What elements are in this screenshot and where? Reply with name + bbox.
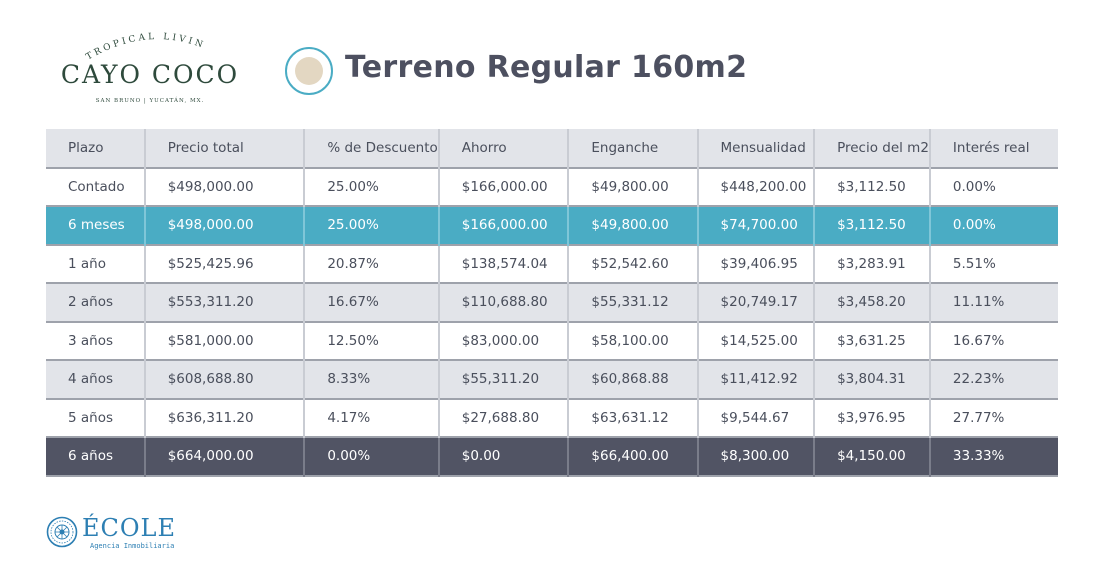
ecole-tagline: Agencia Inmobiliaria — [90, 542, 175, 550]
cell-precio-total: $664,000.00 — [144, 437, 306, 476]
cell-precio-m2: $3,976.95 — [814, 398, 931, 437]
cell-precio-m2: $3,458.20 — [814, 283, 931, 322]
ecole-emblem-icon — [46, 516, 78, 548]
cell-descuento: 8.33% — [304, 360, 440, 399]
cell-descuento: 25.00% — [304, 167, 440, 206]
cell-precio-m2: $3,283.91 — [814, 244, 931, 283]
table-row: Contado $498,000.00 25.00% $166,000.00 $… — [46, 167, 1058, 206]
cell-interes-real: 11.11% — [952, 294, 1005, 311]
page-title: Terreno Regular 160m2 — [345, 50, 748, 85]
cell-descuento: 16.67% — [304, 283, 440, 322]
cell-precio-total: $608,688.80 — [144, 360, 306, 399]
cell-ahorro: $83,000.00 — [438, 321, 570, 360]
cell-ahorro: $0.00 — [438, 437, 570, 476]
cell-mensualidad: $11,412.92 — [697, 360, 816, 399]
cell-precio-total: $553,311.20 — [144, 283, 306, 322]
cell-mensualidad: $448,200.00 — [697, 167, 816, 206]
cell-precio-total: $525,425.96 — [144, 244, 306, 283]
cell-enganche: $49,800.00 — [568, 167, 699, 206]
table-row: 5 años $636,311.20 4.17% $27,688.80 $63,… — [46, 398, 1058, 437]
table-row: 4 años $608,688.80 8.33% $55,311.20 $60,… — [46, 360, 1058, 399]
cell-plazo: 6 años — [46, 437, 146, 476]
ecole-brand: ÉCOLE — [82, 514, 177, 542]
cell-interes-real: 0.00% — [952, 178, 996, 195]
ecole-logo: ÉCOLE Agencia Inmobiliaria — [46, 514, 206, 554]
cell-precio-total: $581,000.00 — [144, 321, 306, 360]
table-row-highlighted: 6 meses $498,000.00 25.00% $166,000.00 $… — [46, 206, 1058, 245]
header-descuento: % de Descuento — [304, 129, 440, 168]
table-row: 1 año $525,425.96 20.87% $138,574.04 $52… — [46, 244, 1058, 283]
header-interes-real: Interés real — [952, 139, 1030, 156]
cell-precio-m2: $3,804.31 — [814, 360, 931, 399]
cell-ahorro: $138,574.04 — [438, 244, 570, 283]
cell-interes-real: 27.77% — [952, 409, 1005, 426]
cell-ahorro: $27,688.80 — [438, 398, 570, 437]
header-ahorro: Ahorro — [438, 129, 570, 168]
cell-precio-total: $498,000.00 — [144, 167, 306, 206]
cell-enganche: $52,542.60 — [568, 244, 699, 283]
header-plazo: Plazo — [46, 129, 146, 168]
logo-arc-text: TROPICAL LIVING — [48, 22, 207, 62]
cell-enganche: $66,400.00 — [568, 437, 699, 476]
cell-plazo: 6 meses — [46, 206, 146, 245]
cell-interes-real: 16.67% — [952, 332, 1005, 349]
header-precio-m2: Precio del m2 — [814, 129, 931, 168]
cell-ahorro: $55,311.20 — [438, 360, 570, 399]
cell-mensualidad: $20,749.17 — [697, 283, 816, 322]
cayo-coco-logo: TROPICAL LIVING CAYO COCO SAN BRUNO | YU… — [48, 22, 258, 114]
cell-enganche: $55,331.12 — [568, 283, 699, 322]
cell-precio-m2: $4,150.00 — [814, 437, 931, 476]
cell-descuento: 0.00% — [304, 437, 440, 476]
header-enganche: Enganche — [568, 129, 699, 168]
cell-precio-m2: $3,112.50 — [814, 206, 931, 245]
cell-interes-real: 5.51% — [952, 255, 996, 272]
cell-mensualidad: $39,406.95 — [697, 244, 816, 283]
cell-plazo: Contado — [46, 167, 146, 206]
table-row-final: 6 años $664,000.00 0.00% $0.00 $66,400.0… — [46, 437, 1058, 476]
cell-plazo: 1 año — [46, 244, 146, 283]
svg-text:TROPICAL LIVING: TROPICAL LIVING — [48, 22, 207, 62]
cell-enganche: $60,868.88 — [568, 360, 699, 399]
cell-precio-m2: $3,112.50 — [814, 167, 931, 206]
table-row: 2 años $553,311.20 16.67% $110,688.80 $5… — [46, 283, 1058, 322]
cell-ahorro: $166,000.00 — [438, 206, 570, 245]
cell-enganche: $49,800.00 — [568, 206, 699, 245]
cell-mensualidad: $14,525.00 — [697, 321, 816, 360]
cell-plazo: 5 años — [46, 398, 146, 437]
cell-descuento: 25.00% — [304, 206, 440, 245]
cell-enganche: $58,100.00 — [568, 321, 699, 360]
table-header-row: Plazo Precio total % de Descuento Ahorro… — [46, 129, 1058, 168]
cell-precio-total: $498,000.00 — [144, 206, 306, 245]
pricing-table: Plazo Precio total % de Descuento Ahorro… — [46, 129, 1058, 477]
cell-enganche: $63,631.12 — [568, 398, 699, 437]
cell-mensualidad: $74,700.00 — [697, 206, 816, 245]
cell-descuento: 20.87% — [304, 244, 440, 283]
header-precio-total: Precio total — [144, 129, 306, 168]
cell-precio-m2: $3,631.25 — [814, 321, 931, 360]
cell-mensualidad: $9,544.67 — [697, 398, 816, 437]
cell-plazo: 4 años — [46, 360, 146, 399]
cell-descuento: 4.17% — [304, 398, 440, 437]
cell-mensualidad: $8,300.00 — [697, 437, 816, 476]
logo-brand: CAYO COCO — [60, 60, 240, 89]
cell-ahorro: $110,688.80 — [438, 283, 570, 322]
logo-subline: SAN BRUNO | YUCATÁN, MX. — [95, 98, 205, 104]
cell-interes-real: 0.00% — [952, 217, 996, 234]
cell-interes-real: 33.33% — [952, 448, 1005, 465]
logo-arc-label: TROPICAL LIVING — [48, 22, 204, 62]
cell-descuento: 12.50% — [304, 321, 440, 360]
table-row: 3 años $581,000.00 12.50% $83,000.00 $58… — [46, 321, 1058, 360]
header-mensualidad: Mensualidad — [697, 129, 816, 168]
cell-precio-total: $636,311.20 — [144, 398, 306, 437]
cell-ahorro: $166,000.00 — [438, 167, 570, 206]
cell-plazo: 2 años — [46, 283, 146, 322]
cell-interes-real: 22.23% — [952, 371, 1005, 388]
circle-badge-icon — [285, 47, 333, 95]
cell-plazo: 3 años — [46, 321, 146, 360]
